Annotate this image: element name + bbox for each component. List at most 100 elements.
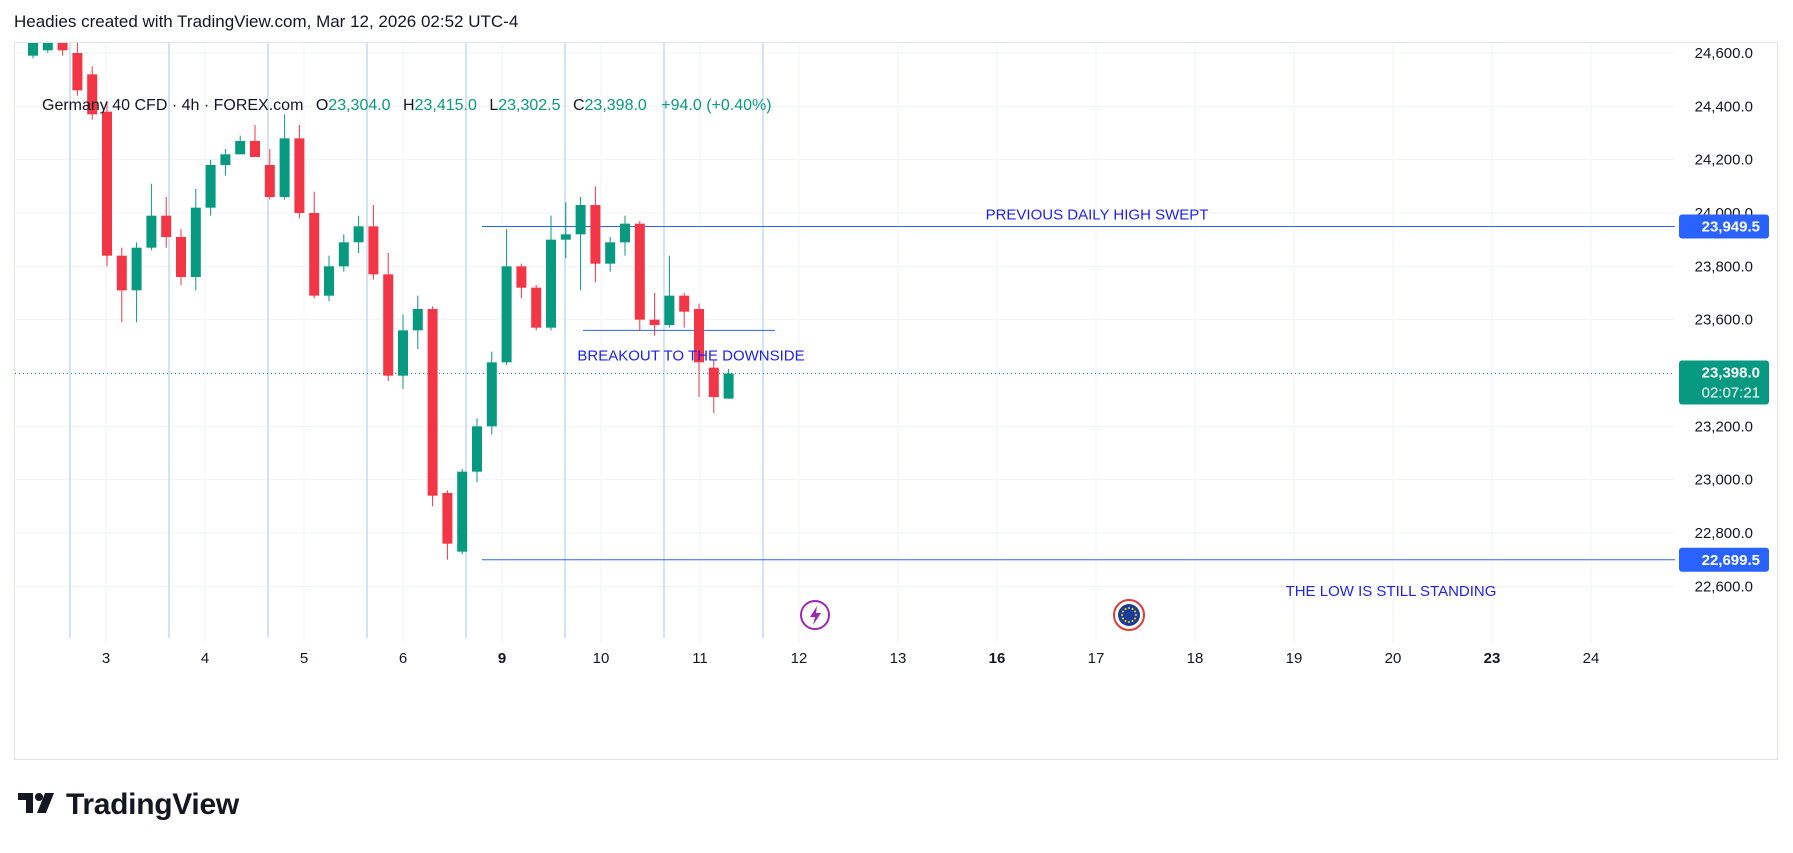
candle-body bbox=[620, 223, 630, 243]
candle-body bbox=[235, 141, 246, 155]
countdown-label: 02:07:21 bbox=[1702, 385, 1760, 402]
candle-body bbox=[590, 205, 601, 264]
candle-body bbox=[102, 111, 112, 256]
legend-symbol: Germany 40 CFD · 4h · FOREX.com bbox=[42, 97, 304, 114]
y-tick-label: 22,800.0 bbox=[1695, 525, 1753, 542]
y-tick-label: 23,800.0 bbox=[1695, 258, 1753, 275]
price-badge-low-bg bbox=[1679, 547, 1769, 572]
candle-body bbox=[457, 471, 468, 552]
chart-caption: Headies created with TradingView.com, Ma… bbox=[14, 12, 519, 31]
candle-body bbox=[28, 43, 38, 56]
candle-body bbox=[412, 309, 423, 331]
price-badge-low: 22,699.5 bbox=[1702, 552, 1760, 569]
candle-body bbox=[131, 247, 142, 291]
candle-body bbox=[279, 138, 290, 198]
legend-high-label: H bbox=[403, 97, 415, 114]
candle-body bbox=[42, 43, 53, 51]
x-tick-label: 11 bbox=[692, 650, 708, 667]
candle-body bbox=[546, 239, 556, 328]
x-tick-label: 13 bbox=[890, 650, 907, 667]
x-tick-label: 18 bbox=[1187, 650, 1204, 667]
last-price-badge-bg bbox=[1679, 360, 1769, 405]
candle-body bbox=[442, 493, 453, 544]
x-tick-label: 17 bbox=[1088, 650, 1105, 667]
candle-body bbox=[324, 266, 334, 296]
x-tick-label: 4 bbox=[201, 650, 209, 667]
candle-body bbox=[649, 319, 660, 326]
candle-body bbox=[264, 165, 275, 198]
candle-body bbox=[486, 362, 497, 427]
candle-body bbox=[87, 74, 98, 115]
candle-body bbox=[501, 266, 512, 363]
y-tick-label: 24,200.0 bbox=[1695, 152, 1753, 169]
x-tick-label: 9 bbox=[498, 650, 506, 667]
candle-body bbox=[250, 141, 260, 158]
x-tick-label: 20 bbox=[1385, 650, 1402, 667]
candle-body bbox=[472, 426, 482, 472]
x-tick-label: 16 bbox=[989, 650, 1006, 667]
chart-frame[interactable]: PREVIOUS DAILY HIGH SWEPT THE LOW IS STIL… bbox=[14, 42, 1778, 760]
candle-body bbox=[294, 138, 305, 214]
y-tick-label: 24,400.0 bbox=[1695, 98, 1753, 115]
y-tick-label: 22,600.0 bbox=[1695, 578, 1753, 595]
legend-low-label: L bbox=[489, 97, 499, 114]
annotation-previous-daily-high: PREVIOUS DAILY HIGH SWEPT bbox=[986, 206, 1209, 223]
x-tick-label: 19 bbox=[1286, 650, 1303, 667]
x-tick-label: 12 bbox=[791, 650, 808, 667]
candle-body bbox=[57, 43, 68, 51]
annotation-low-standing: THE LOW IS STILL STANDING bbox=[1286, 583, 1497, 600]
candle-body bbox=[664, 295, 675, 326]
annotation-breakout: BREAKOUT TO THE DOWNSIDE bbox=[577, 347, 804, 364]
candle-body bbox=[679, 295, 690, 312]
x-tick-label: 10 bbox=[593, 650, 610, 667]
tradingview-logo-icon bbox=[18, 791, 58, 820]
candle-body bbox=[383, 274, 394, 376]
price-chart[interactable]: PREVIOUS DAILY HIGH SWEPT THE LOW IS STIL… bbox=[15, 43, 1779, 761]
ohlc-legend: Germany 40 CFD · 4h · FOREX.com O23,304.… bbox=[42, 97, 772, 115]
candle-body bbox=[72, 53, 83, 91]
y-tick-label: 23,200.0 bbox=[1695, 418, 1753, 435]
candle-body bbox=[309, 213, 320, 296]
legend-close: 23,398.0 bbox=[584, 97, 647, 114]
candle-body bbox=[353, 226, 364, 243]
y-tick-label: 23,600.0 bbox=[1695, 312, 1753, 329]
legend-close-label: C bbox=[572, 97, 585, 114]
lightning-event-icon[interactable] bbox=[800, 600, 830, 630]
price-badge-high-bg bbox=[1679, 214, 1769, 239]
eu-flag-event-icon[interactable] bbox=[1113, 599, 1145, 631]
brand-name: TradingView bbox=[66, 788, 239, 821]
x-tick-label: 24 bbox=[1583, 650, 1600, 667]
tradingview-brand[interactable]: TradingView bbox=[18, 788, 239, 822]
legend-open-label: O bbox=[315, 97, 329, 114]
candle-body bbox=[368, 226, 379, 275]
candle-body bbox=[427, 309, 438, 496]
legend-open: 23,304.0 bbox=[328, 97, 391, 114]
candle-body bbox=[605, 242, 616, 264]
x-tick-label: 3 bbox=[102, 650, 110, 667]
legend-low: 23,302.5 bbox=[498, 97, 561, 114]
candle-body bbox=[723, 373, 734, 399]
candle-body bbox=[146, 215, 157, 248]
y-tick-label: 23,000.0 bbox=[1695, 472, 1753, 489]
x-tick-label: 6 bbox=[399, 650, 407, 667]
x-tick-label: 23 bbox=[1484, 650, 1501, 667]
candle-body bbox=[531, 287, 542, 328]
candle-body bbox=[560, 234, 571, 240]
candle-body bbox=[398, 330, 408, 376]
legend-change: +94.0 (+0.40%) bbox=[661, 97, 772, 114]
candle-body bbox=[176, 237, 186, 278]
candle-body bbox=[116, 255, 127, 291]
candle-body bbox=[708, 367, 719, 398]
candle-body bbox=[575, 205, 586, 235]
legend-high: 23,415.0 bbox=[414, 97, 477, 114]
candle-body bbox=[516, 266, 527, 288]
candle-body bbox=[220, 154, 231, 166]
x-tick-label: 5 bbox=[300, 650, 308, 667]
candle-body bbox=[205, 165, 216, 208]
candle-body bbox=[338, 242, 349, 267]
y-tick-label: 24,600.0 bbox=[1695, 45, 1753, 62]
candle-body bbox=[190, 207, 201, 278]
candle-body bbox=[634, 223, 645, 320]
candle-body bbox=[161, 215, 172, 238]
last-price-label: 23,398.0 bbox=[1702, 365, 1760, 382]
